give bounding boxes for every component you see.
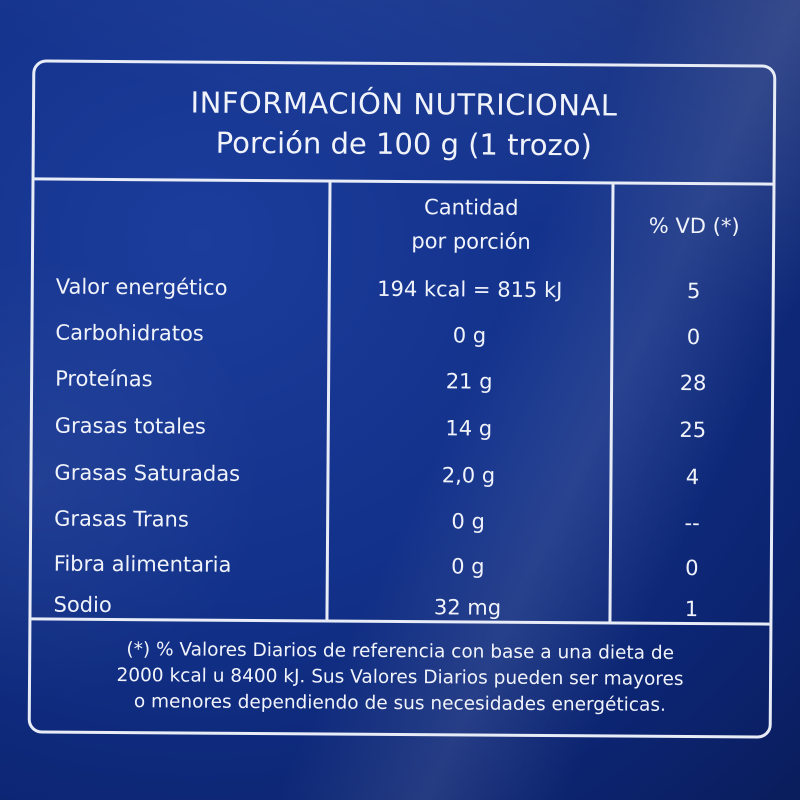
nutrient-name: Fibra alimentaria: [53, 551, 232, 577]
panel-header: INFORMACIÓN NUTRICIONAL Porción de 100 g…: [35, 62, 774, 185]
footnote-line: o menores dependiendo de sus necesidades…: [133, 691, 666, 716]
nutrient-vd: 0: [685, 555, 699, 581]
nutrient-name: Carbohidratos: [55, 320, 204, 346]
nutrient-vd: 25: [679, 417, 707, 443]
nutrient-amount: 194 kcal = 815 kJ: [377, 276, 563, 303]
nutrient-amount: 0 g: [451, 509, 485, 534]
nutrient-name: Valor energético: [55, 274, 228, 300]
nutrient-vd: 5: [686, 278, 701, 304]
nutrient-amount: 21 g: [445, 369, 493, 394]
nutrient-vd: 4: [685, 464, 700, 490]
nutrient-amount: 0 g: [451, 554, 485, 579]
nutrient-amount: 2,0 g: [441, 463, 496, 488]
vd-column-header: % VD (*): [648, 213, 740, 239]
nutrient-vd: 28: [679, 370, 707, 396]
nutrient-name: Sodio: [53, 592, 112, 617]
panel-title: INFORMACIÓN NUTRICIONAL: [190, 85, 618, 123]
nutrient-vd: --: [684, 510, 700, 536]
quantity-header-line2: por porción: [411, 229, 531, 254]
nutrient-vd: 0: [686, 324, 701, 350]
footnote: (*) % Valores Diarios de referencia con …: [41, 636, 760, 719]
nutrient-amount: 14 g: [445, 416, 493, 441]
nutrient-amount: 32 mg: [433, 595, 502, 620]
nutrient-amount: 0 g: [452, 323, 487, 348]
nutrient-vd: 1: [684, 596, 699, 622]
serving-size: Porción de 100 g (1 trozo): [215, 125, 592, 163]
nutrient-name: Grasas totales: [54, 413, 206, 439]
nutrient-name: Grasas Saturadas: [54, 460, 241, 486]
nutrient-name: Proteínas: [55, 366, 153, 392]
nutrient-name: Grasas Trans: [54, 506, 189, 532]
quantity-header-line1: Cantidad: [424, 195, 519, 220]
nutrition-facts-panel: INFORMACIÓN NUTRICIONAL Porción de 100 g…: [27, 59, 777, 739]
quantity-column-header: Cantidad por porción: [331, 190, 611, 260]
